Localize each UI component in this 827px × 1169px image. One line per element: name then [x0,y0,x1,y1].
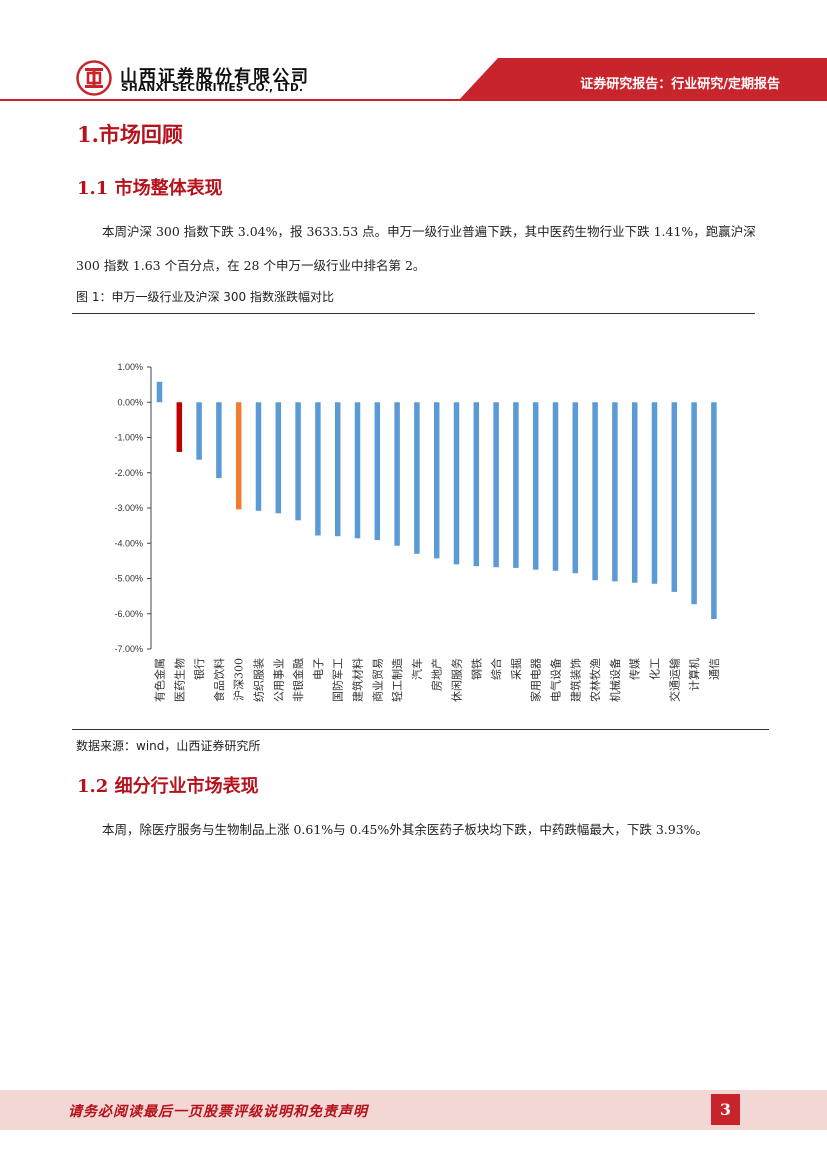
x-category-label: 采掘 [509,658,523,680]
bar-5 [235,402,242,510]
company-name-cn: 山西证券股份有限公司 [120,67,310,87]
x-category-label: 机械设备 [608,658,622,702]
bar-4 [216,402,222,479]
bar-19 [513,402,519,568]
x-category-label: 轻工制造 [390,658,404,702]
bar-25 [631,402,638,583]
bar-10 [334,402,341,537]
x-category-label: 非银金融 [291,658,305,702]
bar-21 [552,402,559,571]
y-tick-label: -1.00% [114,433,143,443]
bar-23 [592,402,598,581]
x-category-label: 传媒 [629,658,642,680]
sub-industry-paragraph: 本周，除医疗服务与生物制品上涨 0.61%与 0.45%外其余医药子板块均下跌，… [102,822,709,837]
x-category-label: 农林牧渔 [588,658,602,702]
x-category-label: 化工 [648,658,662,680]
x-category-label: 综合 [489,658,503,680]
bar-16 [453,402,460,565]
bar-1 [156,381,163,403]
subsection-title-overall: 1.1 市场整体表现 [77,178,223,199]
header-divider [0,99,827,101]
bar-3 [196,402,202,460]
bar-17 [473,402,480,567]
x-category-label: 沪深300 [232,658,246,701]
company-logo-icon [76,60,112,96]
x-category-label: 银行 [192,658,206,680]
y-tick-label: -5.00% [114,574,143,584]
figure-top-rule [72,313,755,314]
x-category-label: 交通运输 [667,658,681,702]
page-number: 3 [711,1094,740,1125]
y-tick-label: 1.00% [117,362,143,372]
bar-11 [354,402,361,539]
bar-20 [532,402,539,570]
y-tick-label: 0.00% [117,397,143,407]
bar-14 [414,402,420,554]
bar-22 [572,402,579,574]
header-banner [458,58,827,101]
bar-24 [612,402,618,582]
bar-2 [176,402,183,452]
footer-band [0,1090,827,1130]
section-title-market-review: 1.市场回顾 [77,122,183,147]
x-category-label: 食品饮料 [212,658,226,702]
y-tick-label: -4.00% [114,538,143,548]
bar-28 [691,402,697,605]
bar-15 [433,402,440,559]
page-header: 山西证券股份有限公司 SHANXI SECURITIES CO., LTD. 证… [0,0,827,110]
figure-source: 数据来源：wind，山西证券研究所 [76,739,261,753]
x-category-label: 电气设备 [549,658,563,702]
y-tick-label: -2.00% [114,468,143,478]
x-category-label: 休闲服务 [450,658,464,702]
bar-12 [374,402,381,541]
x-category-label: 钢铁 [470,658,483,680]
x-category-label: 公用事业 [272,658,285,702]
report-type-tag: 证券研究报告：行业研究/定期报告 [580,77,780,92]
y-tick-label: -3.00% [114,503,143,513]
x-category-label: 纺织服装 [252,658,266,702]
x-category-label: 家用电器 [529,658,543,702]
x-category-label: 有色金属 [153,658,167,702]
bar-8 [295,402,301,521]
company-name-en: SHANXI SECURITIES CO., LTD. [121,82,304,94]
x-category-label: 商业贸易 [370,658,384,702]
y-tick-label: -6.00% [114,609,143,619]
x-category-label: 计算机 [687,658,701,691]
x-category-label: 房地产 [430,658,444,691]
y-tick-label: -7.00% [114,644,143,654]
industry-returns-bar-chart: 1.00% 0.00% -1.00% -2.00% -3.00% -4.00% -5.00%… [114,362,721,702]
bar-6 [255,402,262,511]
x-category-label: 通信 [708,658,721,680]
figure-caption: 图 1：申万一级行业及沪深 300 指数涨跌幅对比 [76,290,334,304]
bar-18 [493,402,499,568]
figure-bottom-rule [72,729,769,730]
x-category-label: 国防军工 [331,658,345,702]
x-category-label: 建筑装饰 [568,658,582,702]
bar-26 [651,402,658,584]
footer-disclaimer: 请务必阅读最后一页股票评级说明和免责声明 [68,1104,368,1120]
x-category-label: 建筑材料 [351,658,365,702]
bar-13 [394,402,400,546]
bar-29 [711,402,717,620]
x-category-label: 汽车 [410,658,424,680]
bar-9 [315,402,321,536]
subsection-title-sub-industry: 1.2 细分行业市场表现 [77,776,259,797]
bar-27 [671,402,678,592]
overall-paragraph: 本周沪深 300 指数下跌 3.04%，报 3633.53 点。申万一级行业普遍… [76,224,756,273]
bar-7 [275,402,282,514]
x-category-label: 医药生物 [172,658,186,702]
x-category-label: 电子 [312,658,325,680]
